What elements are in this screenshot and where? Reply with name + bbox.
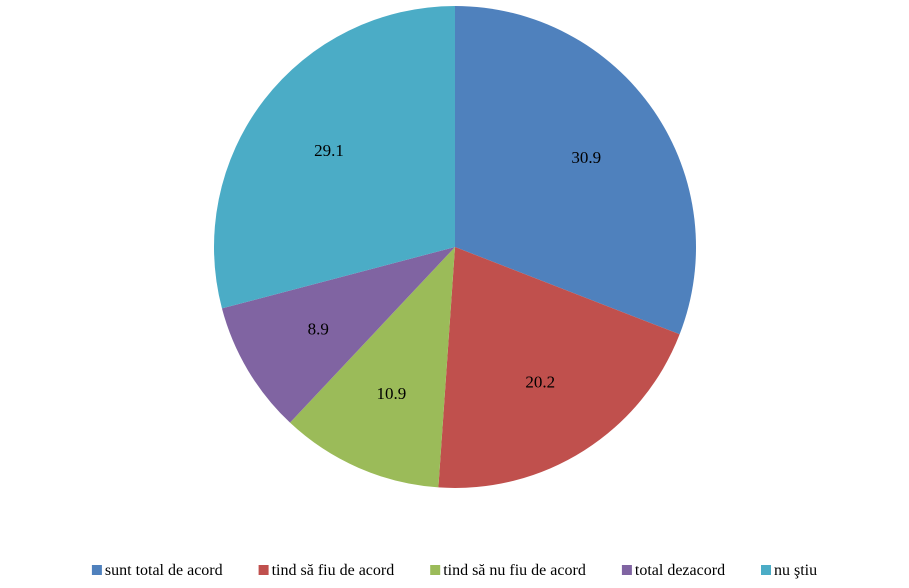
pie-slice-4 <box>221 247 455 423</box>
pie-data-label-4: 8.9 <box>308 319 329 338</box>
pie-data-label-5: 29.1 <box>314 141 344 160</box>
legend-swatch-3 <box>430 565 441 575</box>
legend-swatch-5 <box>761 565 771 575</box>
legend-swatch-4 <box>621 565 632 575</box>
pie-data-label-2: 20.2 <box>525 372 555 391</box>
pie-slices <box>213 6 697 488</box>
pie-slice-5 <box>213 6 455 309</box>
legend-label-5: nu ştiu <box>774 562 817 579</box>
legend-swatch-2 <box>258 565 269 575</box>
legend-label-2: tind să fiu de acord <box>272 562 395 579</box>
legend-label-4: total dezacord <box>635 562 725 579</box>
legend-label-1: sunt total de acord <box>105 562 223 579</box>
legend-item-1: sunt total de acord <box>91 562 223 579</box>
legend: sunt total de acord tind să fiu de acord t… <box>91 562 817 579</box>
pie-slice-2 <box>438 247 680 488</box>
pie-data-label-1: 30.9 <box>571 148 601 167</box>
legend-item-3: tind să nu fiu de acord <box>430 562 586 579</box>
pie-slice-1 <box>455 6 697 335</box>
legend-item-2: tind să fiu de acord <box>258 562 395 579</box>
legend-label-3: tind să nu fiu de acord <box>443 562 586 579</box>
legend-swatch-1 <box>91 565 102 575</box>
legend-item-4: total dezacord <box>621 562 725 579</box>
pie-slice-3 <box>290 247 455 488</box>
pie-data-label-3: 10.9 <box>377 384 407 403</box>
pie-data-labels: 30.9 20.2 10.9 8.9 29.1 <box>308 141 602 403</box>
legend-item-5: nu ştiu <box>761 562 817 579</box>
